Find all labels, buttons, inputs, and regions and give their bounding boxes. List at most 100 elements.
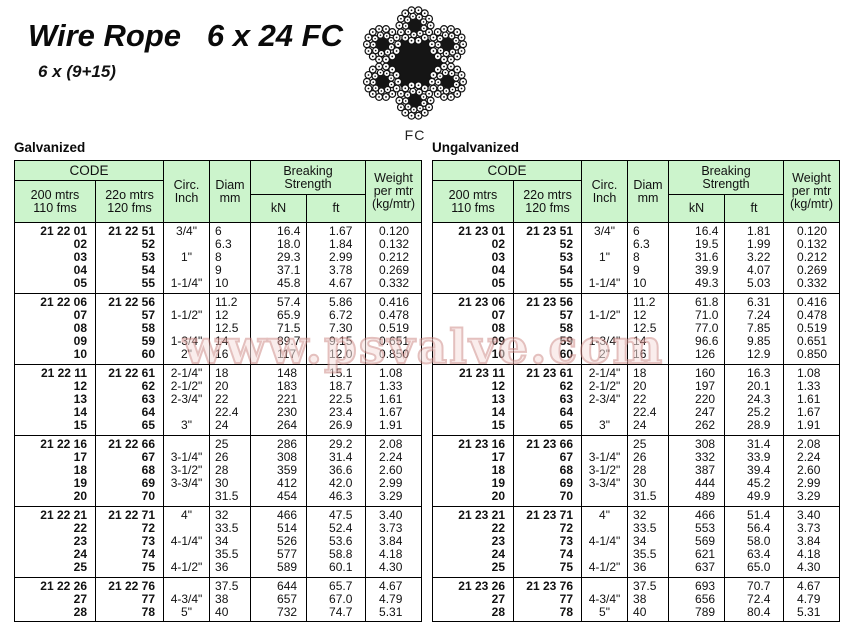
circ-cell: 3-1/4" 3-1/2" 3-3/4" (581, 435, 629, 507)
ungalvanized-section: Ungalvanized CODE Circ. Inch Diam mm Breaking… (431, 140, 841, 622)
cell-line: 2.24 (379, 450, 403, 464)
diam-cell: 18 20 22 22.4 24 (209, 364, 252, 436)
cell-line: 65.7 (329, 579, 353, 593)
ft-cell: 5.86 6.72 7.30 9.15 12.0 (306, 293, 367, 365)
cell-line: 0.478 (379, 308, 410, 322)
cell-line: 15 (491, 418, 505, 432)
cell-line: 1.08 (797, 366, 821, 380)
cell-line: 4.07 (747, 263, 771, 277)
table-header: CODE Circ. Inch Diam mm Breaking Strength Weigh… (431, 160, 841, 223)
cell-line: 3.73 (797, 521, 821, 535)
header-cell-diam: Diam mm (627, 160, 670, 223)
cell-line: 21 23 66 (526, 437, 574, 451)
diam-cell: 25 26 28 30 31.5 (627, 435, 670, 507)
cell-line: 77 (559, 592, 574, 606)
cell-line: 21 23 76 (526, 579, 574, 593)
cell-line: 96.6 (695, 334, 719, 348)
cell-line: (kg/mtr) (789, 197, 834, 211)
cell-line: 1.67 (329, 224, 353, 238)
cell-line: 5" (181, 605, 192, 619)
cell-line: 732 (277, 605, 298, 619)
cell-line: 25 (73, 560, 87, 574)
cell-line: 18 (73, 463, 87, 477)
cell-line: 42.0 (329, 476, 353, 490)
cell-line: 21 23 11 (458, 366, 505, 380)
cell-line: 04 (73, 263, 87, 277)
page-title: Wire Rope 6 x 24 FC (28, 18, 343, 53)
header-cell-ft: ft (724, 194, 785, 223)
cell-line: 09 (73, 334, 87, 348)
weight-cell: 4.67 4.79 5.31 (783, 577, 841, 622)
cell-line: 04 (491, 263, 505, 277)
cell-line: 7.85 (747, 321, 771, 335)
table-group-row: 21 22 06 07 08 09 10 21 22 56 57 58 59 60 1-1/2" … (14, 293, 423, 365)
diam-cell: 6 6.3 8 9 10 (627, 222, 670, 294)
cell-line: 35.5 (215, 547, 239, 561)
cell-line: 1.81 (747, 224, 771, 238)
kn-cell: 160 197 220 247 262 (668, 364, 726, 436)
cell-line: 3" (599, 418, 610, 432)
cell-line: 61.8 (695, 295, 719, 309)
cell-line: 63 (141, 392, 156, 406)
cell-line: 117 (277, 347, 297, 361)
cell-line: 52.4 (329, 521, 353, 535)
cell-line: 54 (559, 263, 574, 277)
cell-line: 1.61 (797, 392, 821, 406)
cell-line: 21 22 76 (108, 579, 156, 593)
circ-cell: 3-1/4" 3-1/2" 3-3/4" (163, 435, 211, 507)
cell-line: 1.08 (379, 366, 403, 380)
cell-line: 19 (491, 476, 505, 490)
cell-line: 286 (277, 437, 298, 451)
cell-line: 0.332 (379, 276, 410, 290)
cell-line: 1.33 (379, 379, 403, 393)
cell-line: 1-3/4" (170, 334, 203, 348)
cell-line: Breaking (283, 163, 333, 178)
cell-line: 6.3 (633, 237, 650, 251)
cell-line: 68 (141, 463, 156, 477)
cell-line: 24 (633, 418, 647, 432)
cell-line: 68 (559, 463, 574, 477)
cell-line: 3" (181, 418, 192, 432)
cell-line: 45.2 (747, 476, 771, 490)
cell-line: 16.4 (277, 224, 301, 238)
cell-line: 2" (181, 347, 192, 361)
header-row: kN ft (15, 194, 422, 223)
cell-line: 569 (695, 534, 716, 548)
cell-line: 58.0 (747, 534, 771, 548)
cell-line: 56.4 (747, 521, 771, 535)
cell-line: 160 (695, 366, 716, 380)
section-heading-ungalvanized: Ungalvanized (432, 140, 520, 155)
cell-line: 200 mtrs (30, 187, 80, 202)
cell-line: 74 (559, 547, 574, 561)
cell-line: 621 (695, 547, 716, 561)
weight-cell: 0.416 0.478 0.519 0.651 0.850 (365, 293, 423, 365)
cell-line: 11.2 (215, 295, 238, 309)
cell-line: 34 (633, 534, 647, 548)
cell-line: 1.33 (797, 379, 821, 393)
cell-line: 6.3 (215, 237, 232, 251)
cell-line: 21 22 01 (40, 224, 87, 238)
cell-line: 23 (73, 534, 87, 548)
table-group-row: 21 22 21 22 23 24 25 21 22 71 72 73 74 75 4" 4-1/4… (14, 506, 423, 578)
cell-line: 24 (73, 547, 87, 561)
code-220-cell: 21 22 66 67 68 69 70 (94, 435, 165, 507)
cell-line: 9.15 (329, 334, 353, 348)
cell-line: 21 23 26 (458, 579, 505, 593)
kn-cell: 466 514 526 577 589 (250, 506, 308, 578)
header-cell-weight: Weight per mtr (kg/mtr) (365, 160, 423, 223)
cell-line: 02 (73, 237, 87, 251)
cell-line: 3.78 (329, 263, 353, 277)
cell-line: 27 (491, 592, 505, 606)
cell-line: 21 23 06 (458, 295, 505, 309)
code-200-cell: 21 23 06 07 08 09 10 (432, 293, 514, 365)
cell-line: 2.24 (797, 450, 821, 464)
header-cell-circ: Circ. Inch (581, 160, 629, 223)
cell-line: 19.5 (695, 237, 719, 251)
cell-line: 0.651 (797, 334, 828, 348)
cell-line: 2.99 (379, 476, 403, 490)
galvanized-table: CODE Circ. Inch Diam mm Breaking Strength Weigh… (13, 160, 423, 622)
cell-line: 4-3/4" (170, 592, 203, 606)
cell-line: 40 (633, 605, 647, 619)
cell-line: 69 (141, 476, 156, 490)
cell-line: Weight (374, 171, 413, 185)
